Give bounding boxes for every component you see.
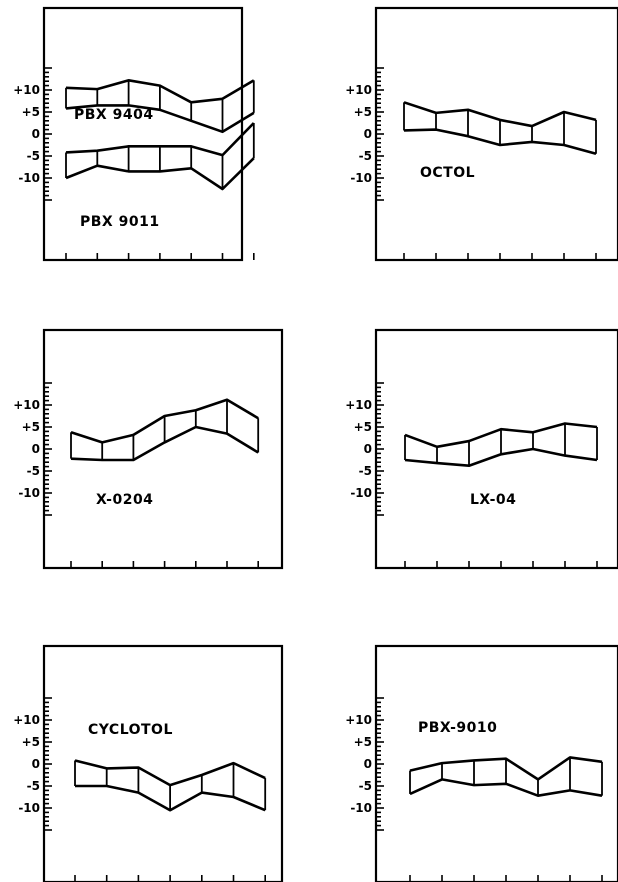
y-tick-label: -5: [359, 464, 372, 478]
y-tick-label: +10: [345, 398, 372, 412]
series-label: PBX 9404: [74, 107, 154, 123]
panel-6: +10 +5 0 -5 -10 PBX-9010: [345, 644, 618, 882]
y-tick-label: +5: [22, 735, 40, 749]
y-tick-label: 0: [364, 127, 372, 141]
plot-frame: [374, 328, 618, 570]
y-tick-label: +10: [13, 713, 40, 727]
panel-4: +10 +5 0 -5 -10 LX-04: [345, 328, 618, 570]
series-label: PBX-9010: [418, 720, 497, 736]
plot-frame: [42, 644, 284, 882]
y-tick-label: +10: [13, 83, 40, 97]
y-tick-label: 0: [364, 442, 372, 456]
plot-frame: [42, 328, 284, 570]
series-band: [403, 101, 597, 156]
plot-frame: [374, 644, 618, 882]
panel-1: +10 +5 0 -5 -10 PBX 9404 PBX 9011: [13, 6, 255, 262]
y-tick-label: -5: [27, 149, 40, 163]
y-tick-label: +5: [354, 105, 372, 119]
y-tick-label: -5: [359, 779, 372, 793]
panel-3: +10 +5 0 -5 -10 X-0204: [13, 328, 284, 570]
series-band: [65, 122, 255, 191]
series-band: [74, 759, 267, 812]
y-tick-label: -5: [359, 149, 372, 163]
y-tick-label: +10: [345, 83, 372, 97]
panel-2: +10 +5 0 -5 -10 OCTOL: [345, 6, 618, 262]
series-band: [70, 398, 260, 462]
y-tick-label: +10: [345, 713, 372, 727]
series-band: [65, 79, 255, 134]
y-tick-label: +10: [13, 398, 40, 412]
series-band: [409, 756, 603, 797]
series-band: [404, 422, 598, 468]
panel-5: +10 +5 0 -5 -10 CYCLOTOL: [13, 644, 284, 882]
series-label: CYCLOTOL: [88, 722, 173, 738]
y-tick-label: -10: [350, 486, 372, 500]
series-label: LX-04: [470, 492, 516, 508]
series-label: PBX 9011: [80, 214, 160, 230]
y-tick-label: 0: [364, 757, 372, 771]
y-tick-label: +5: [22, 420, 40, 434]
series-label: X-0204: [96, 492, 153, 508]
y-tick-label: -5: [27, 464, 40, 478]
y-tick-label: 0: [32, 757, 40, 771]
y-tick-label: -5: [27, 779, 40, 793]
series-label: OCTOL: [420, 165, 475, 181]
y-tick-label: -10: [350, 171, 372, 185]
y-tick-label: 0: [32, 127, 40, 141]
plot-frame: [374, 6, 618, 262]
y-tick-label: -10: [18, 171, 40, 185]
y-tick-label: -10: [350, 801, 372, 815]
y-tick-label: +5: [354, 735, 372, 749]
y-tick-label: +5: [22, 105, 40, 119]
y-tick-label: -10: [18, 801, 40, 815]
y-tick-label: 0: [32, 442, 40, 456]
band-upper-line: [74, 759, 266, 787]
y-tick-label: +5: [354, 420, 372, 434]
y-tick-label: -10: [18, 486, 40, 500]
